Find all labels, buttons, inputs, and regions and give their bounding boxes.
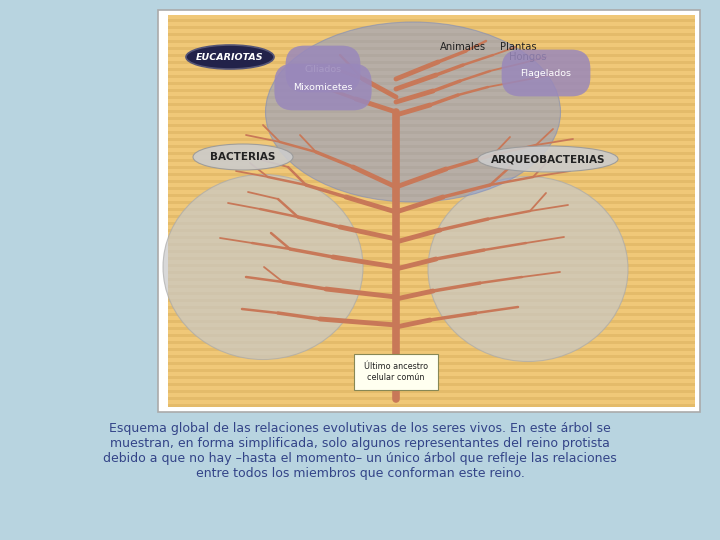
Bar [168, 271, 695, 274]
Bar [168, 89, 695, 92]
Bar [168, 221, 695, 225]
Bar [168, 396, 695, 400]
Text: Último ancestro
celular común: Último ancestro celular común [364, 362, 428, 382]
Bar [168, 354, 695, 358]
Bar [168, 82, 695, 85]
Bar [168, 124, 695, 127]
Bar [168, 214, 695, 218]
Bar [168, 278, 695, 281]
Bar [168, 327, 695, 330]
Bar [168, 138, 695, 141]
Bar [168, 110, 695, 113]
Ellipse shape [478, 146, 618, 172]
Text: Plantas: Plantas [500, 42, 536, 52]
Bar [168, 382, 695, 386]
Bar [168, 320, 695, 323]
Text: Mixomicetes: Mixomicetes [293, 83, 353, 91]
Bar [168, 15, 695, 407]
Bar [168, 179, 695, 183]
Bar [168, 375, 695, 379]
Bar [168, 25, 695, 29]
Bar [168, 152, 695, 155]
Ellipse shape [428, 177, 628, 361]
Ellipse shape [186, 45, 274, 69]
Bar [168, 242, 695, 246]
Text: entre todos los miembros que conforman este reino.: entre todos los miembros que conforman e… [196, 467, 524, 480]
Bar [168, 172, 695, 176]
Bar [168, 292, 695, 295]
Bar [168, 228, 695, 232]
Text: debido a que no hay –hasta el momento– un único árbol que refleje las relaciones: debido a que no hay –hasta el momento– u… [103, 452, 617, 465]
Bar [168, 313, 695, 316]
Bar [168, 235, 695, 239]
Bar [168, 131, 695, 134]
Bar [168, 60, 695, 64]
Text: Hongos: Hongos [509, 52, 546, 62]
Text: BACTERIAS: BACTERIAS [210, 152, 276, 162]
Bar [168, 53, 695, 57]
Bar [168, 389, 695, 393]
FancyBboxPatch shape [354, 354, 438, 390]
Bar [168, 334, 695, 337]
Bar [168, 299, 695, 302]
Bar [168, 193, 695, 197]
Bar [168, 117, 695, 120]
Bar [168, 249, 695, 253]
Text: Ciliados: Ciliados [305, 64, 341, 73]
Bar [168, 145, 695, 148]
Bar [168, 46, 695, 50]
Bar [168, 264, 695, 267]
Bar [168, 403, 695, 407]
Text: Esquema global de las relaciones evolutivas de los seres vivos. En este árbol se: Esquema global de las relaciones evoluti… [109, 422, 611, 435]
Ellipse shape [163, 174, 363, 360]
Text: Flagelados: Flagelados [521, 69, 572, 78]
FancyBboxPatch shape [158, 10, 700, 412]
Text: ARQUEOBACTERIAS: ARQUEOBACTERIAS [491, 154, 606, 164]
Bar [168, 200, 695, 204]
Text: Animales: Animales [440, 42, 486, 52]
Bar [168, 32, 695, 36]
Bar [168, 18, 695, 22]
Text: EUCARIOTAS: EUCARIOTAS [196, 52, 264, 62]
Bar [168, 285, 695, 288]
Bar [168, 39, 695, 43]
Bar [168, 207, 695, 211]
Bar [168, 159, 695, 162]
Bar [168, 165, 695, 169]
Ellipse shape [193, 144, 293, 170]
Bar [168, 186, 695, 190]
Bar [168, 348, 695, 351]
Bar [168, 361, 695, 365]
Bar [168, 306, 695, 309]
Bar [168, 341, 695, 344]
Bar [168, 368, 695, 372]
Bar [168, 96, 695, 99]
Bar [168, 75, 695, 78]
Ellipse shape [266, 22, 560, 202]
Bar [168, 103, 695, 106]
Bar [168, 256, 695, 260]
Bar [168, 68, 695, 71]
Text: muestran, en forma simplificada, solo algunos representantes del reino protista: muestran, en forma simplificada, solo al… [110, 437, 610, 450]
